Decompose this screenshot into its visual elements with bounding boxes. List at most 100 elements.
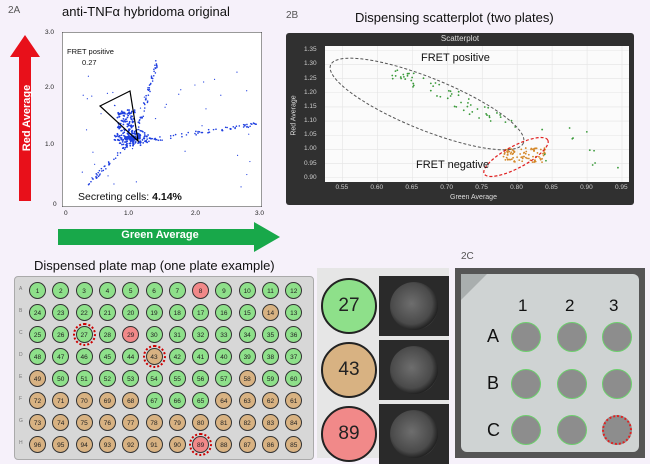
plate-well: 53 <box>122 370 140 387</box>
scatter-dot <box>524 156 527 159</box>
plate-well: 78 <box>145 414 163 431</box>
scatter-dot <box>457 94 460 97</box>
scatter-dot <box>469 104 472 106</box>
scatter-dot <box>508 158 511 161</box>
flow-dot <box>126 142 128 145</box>
scatter-dot <box>438 83 441 86</box>
plate-well: 58 <box>238 370 256 387</box>
plate-well: 21 <box>98 304 116 321</box>
row-label-a: A <box>487 326 500 346</box>
plate-well: 81 <box>215 414 233 431</box>
plate-well: 25 <box>29 326 46 343</box>
scatter-y-tick: 0.90 <box>304 173 317 181</box>
scatter-dot <box>593 149 595 152</box>
plate-well: 43 <box>142 345 166 368</box>
scatter-dot <box>462 109 465 112</box>
flow-dot <box>140 116 143 118</box>
flow-dot <box>87 75 89 77</box>
scatter-x-tick: 0.55 <box>335 184 349 191</box>
flow-dot <box>248 133 250 135</box>
plate-well: 6 <box>145 282 163 299</box>
flow-dot <box>97 171 100 174</box>
plate-well: 49 <box>29 370 46 387</box>
scatter-dot <box>522 152 525 154</box>
scatter-dot <box>439 95 442 98</box>
plate-well: 64 <box>215 392 233 409</box>
flow-dot <box>120 119 123 122</box>
flow-dot <box>91 176 93 179</box>
scatter-x-tick: 0.80 <box>510 184 523 191</box>
scatter-dot <box>411 76 414 79</box>
plate-well: 47 <box>52 348 70 365</box>
scatter-dot <box>535 147 538 150</box>
flow-dot <box>133 109 136 112</box>
plate-well: 89 <box>189 433 213 456</box>
plate-well: 80 <box>192 414 210 431</box>
scatter-dot <box>504 159 507 161</box>
y-tick-3: 3.0 <box>45 29 55 36</box>
flow-dot <box>119 113 121 115</box>
flow-dot <box>198 131 201 133</box>
scatter-dot <box>534 147 537 150</box>
flow-dot <box>102 169 105 172</box>
plate-well: 32 <box>192 326 210 343</box>
flow-dot <box>143 107 146 109</box>
flow-dot <box>153 70 155 73</box>
scatter-dot <box>488 116 491 119</box>
plate-well: 41 <box>192 348 210 365</box>
flow-dot <box>212 128 215 131</box>
scatter-dot <box>402 73 405 76</box>
flow-dot <box>131 121 134 124</box>
flow-dot <box>195 130 197 133</box>
scatter-dot <box>488 114 491 117</box>
scatter-dot <box>402 75 405 78</box>
flow-dot <box>242 123 245 126</box>
flow-dot <box>150 138 152 140</box>
scatter-dot <box>531 148 534 151</box>
plate-well: 3 <box>75 282 93 299</box>
plate-well: 62 <box>262 392 279 409</box>
scatter-grid <box>325 46 629 182</box>
flow-dot <box>126 132 129 135</box>
x-tick-2: 2.0 <box>191 210 201 217</box>
flow-dot <box>98 169 101 172</box>
flow-dot <box>130 118 133 121</box>
scatter-dot <box>541 128 544 131</box>
flow-dot <box>161 139 163 141</box>
plate-well: 67 <box>145 392 163 409</box>
plate-well: 76 <box>98 414 116 431</box>
scatter-dot <box>504 121 507 124</box>
plate-well: 68 <box>122 392 140 409</box>
flow-dot <box>205 108 207 110</box>
flow-dot <box>255 123 257 125</box>
flow-dot <box>157 139 160 142</box>
flow-dot <box>194 84 196 86</box>
plate-well: 82 <box>238 414 256 431</box>
flow-dot <box>125 143 127 146</box>
flow-dot <box>194 132 196 135</box>
scatter-dot <box>436 95 438 97</box>
flow-dot <box>154 67 157 70</box>
flow-dot <box>197 130 199 133</box>
flow-dot <box>137 126 140 128</box>
flow-dot <box>121 140 124 143</box>
flow-dot <box>128 109 130 111</box>
scatter-dot <box>476 108 479 110</box>
scatter-dot <box>568 127 571 129</box>
flow-dot <box>124 135 126 138</box>
plate-well: 16 <box>215 304 233 321</box>
flow-dot <box>156 66 158 69</box>
flow-dot <box>120 134 123 137</box>
zoom-well-89: 89 <box>321 406 377 462</box>
scatter-dot <box>594 162 596 164</box>
flow-dot <box>131 120 134 123</box>
scatter-dot <box>446 97 449 100</box>
scatter-dot <box>471 111 474 113</box>
fret-negative-label: FRET negative <box>416 159 490 171</box>
flow-dot <box>143 134 146 136</box>
scatter-dot <box>532 150 535 152</box>
scatter-dot <box>412 84 415 87</box>
scatter-dot <box>531 161 534 164</box>
plate-well: 70 <box>75 392 93 409</box>
scatter-x-tick: 0.85 <box>545 184 558 191</box>
